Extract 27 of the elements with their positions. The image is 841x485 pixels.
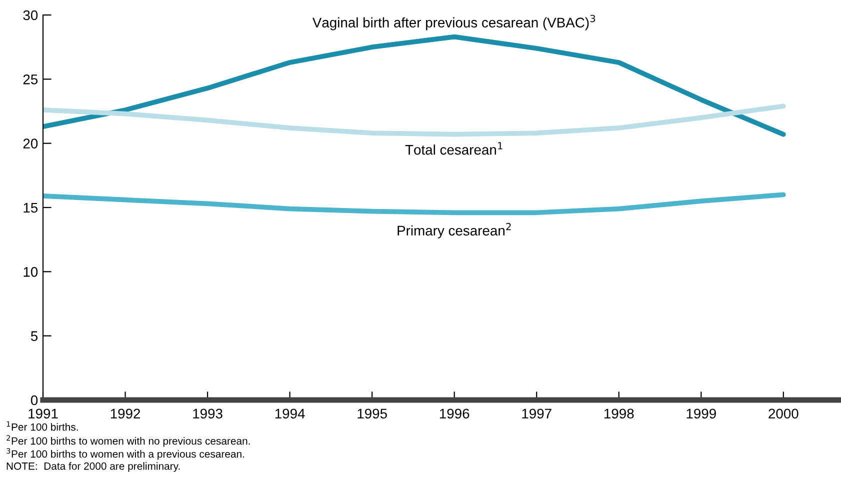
y-tick-label: 20 — [23, 138, 38, 149]
series-label: Total cesarean$^{1}$ — [405, 142, 502, 155]
line-series — [43, 34, 786, 137]
x-tick-label: 1996 — [440, 408, 470, 419]
x-tick-label: 1997 — [522, 408, 552, 419]
y-tick-label: 25 — [23, 74, 38, 84]
y-tick-label: 10 — [24, 267, 38, 277]
text: $^{3}$Per 100 births to women with a previous cesarean. — [6, 448, 244, 460]
series-label: Vaginal birth after previous cesarean (VBAC)$^{3}$ — [312, 14, 596, 30]
text: $^{1}$Per 100 births. — [6, 421, 78, 431]
x-tick-label: 1994 — [275, 408, 305, 419]
line-series — [43, 192, 786, 216]
text: $^{2}$Per 100 births to women with no previous cesarean. — [6, 435, 250, 447]
y-tick-label: 15 — [24, 202, 38, 213]
x-tick-label: 1992 — [110, 408, 140, 419]
y-tick-label: 5 — [30, 331, 38, 342]
x-tick-label: 1995 — [358, 408, 387, 419]
series-label: Primary cesarean$^{2}$ — [398, 222, 511, 238]
x-tick-label: 2000 — [768, 408, 798, 419]
line-series — [43, 104, 786, 137]
x-tick-label: 1998 — [604, 408, 634, 419]
y-tick-label: 0 — [30, 395, 38, 406]
x-tick-label: 1999 — [686, 408, 716, 419]
x-tick-label: 1991 — [28, 408, 58, 419]
x-tick-label: 1993 — [193, 408, 222, 419]
y-tick-label: 30 — [23, 10, 38, 20]
text: NOTE: Data for 2000 are preliminary. — [6, 462, 180, 472]
